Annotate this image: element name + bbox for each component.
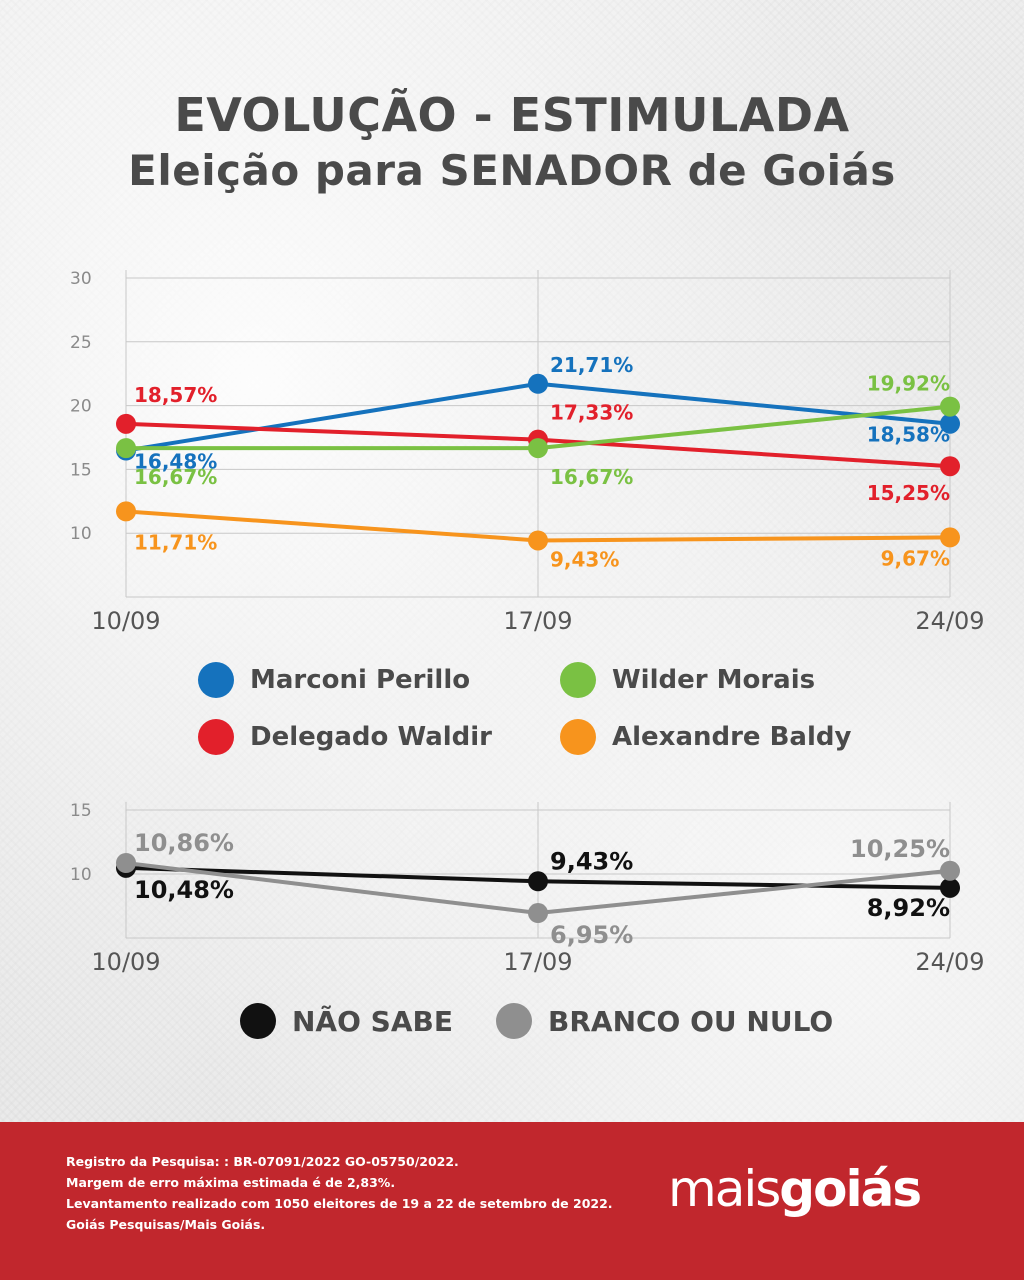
data-label: 16,48% — [134, 450, 217, 474]
legend-item-marconi-perillo: Marconi Perillo — [198, 662, 470, 698]
data-label: 18,57% — [134, 383, 217, 407]
secondary-line-chart: 15 10 10/09 17/09 24/09 10,48% 9,43% 8,92% 10,86… — [70, 801, 985, 976]
data-label: 15,25% — [867, 481, 950, 505]
legend-label: NÃO SABE — [292, 1004, 453, 1038]
footer-source: Goiás Pesquisas/Mais Goiás. — [66, 1217, 266, 1232]
legend-label: Delegado Waldir — [250, 722, 492, 752]
data-label: 8,92% — [867, 894, 950, 922]
footer-sample-info: Levantamento realizado com 1050 eleitore… — [66, 1196, 613, 1211]
legend-label: Marconi Perillo — [250, 665, 471, 695]
footer-margin-of-error: Margem de erro máxima estimada é de 2,83… — [66, 1175, 396, 1190]
y-tick-label: 25 — [70, 333, 92, 353]
legend-item-branco-ou-nulo: BRANCO OU NULO — [496, 1003, 833, 1039]
data-point — [528, 903, 548, 924]
data-point — [940, 396, 960, 417]
legend-item-alexandre-baldy: Alexandre Baldy — [560, 719, 851, 755]
legend-item-delegado-waldir: Delegado Waldir — [198, 719, 492, 755]
data-point — [528, 871, 548, 892]
legend-label: BRANCO OU NULO — [548, 1004, 834, 1038]
legend-marker-orange-icon — [560, 719, 596, 755]
y-tick-label: 15 — [70, 460, 92, 480]
data-label: 10,25% — [850, 835, 950, 863]
x-tick-label: 17/09 — [503, 607, 572, 635]
legend-marker-green-icon — [560, 662, 596, 698]
y-tick-label: 10 — [70, 524, 92, 544]
data-point — [528, 373, 548, 394]
data-point — [116, 413, 136, 434]
x-tick-label: 17/09 — [503, 948, 572, 976]
data-point — [940, 877, 960, 898]
data-point — [528, 530, 548, 551]
data-label: 10,86% — [134, 829, 234, 857]
chart-title: EVOLUÇÃO - ESTIMULADA — [174, 88, 850, 142]
data-point — [528, 438, 548, 459]
data-point — [116, 438, 136, 459]
data-point — [940, 413, 960, 434]
data-point — [940, 860, 960, 881]
footer-bar — [0, 1122, 1024, 1280]
legend-item-nao-sabe: NÃO SABE — [240, 1003, 453, 1039]
data-point — [116, 501, 136, 522]
data-point — [940, 527, 960, 548]
footer-registration: Registro da Pesquisa: : BR-07091/2022 GO… — [66, 1154, 459, 1169]
legend-marker-gray-icon — [496, 1003, 532, 1039]
data-label: 19,92% — [867, 372, 950, 396]
legend-marker-red-icon — [198, 719, 234, 755]
y-tick-label: 30 — [70, 269, 92, 289]
data-label: 9,43% — [550, 547, 619, 571]
y-tick-label: 10 — [70, 865, 92, 885]
data-label: 16,67% — [134, 465, 217, 489]
data-label: 9,43% — [550, 847, 633, 875]
legend-item-wilder-morais: Wilder Morais — [560, 662, 815, 698]
legend-marker-blue-icon — [198, 662, 234, 698]
data-label: 16,67% — [550, 465, 633, 489]
legend-marker-black-icon — [240, 1003, 276, 1039]
maisgoias-logo: maisgoiás — [668, 1160, 922, 1218]
y-tick-label: 15 — [70, 801, 92, 821]
data-label: 9,67% — [881, 546, 950, 570]
data-label: 21,71% — [550, 353, 633, 377]
data-point — [116, 852, 136, 873]
data-label: 18,58% — [867, 423, 950, 447]
data-point — [940, 456, 960, 477]
y-tick-label: 20 — [70, 397, 92, 417]
main-line-chart: 30 25 20 15 10 10/09 17/09 24/09 16,48% 21,71% 18,… — [70, 269, 985, 635]
x-tick-label: 24/09 — [915, 948, 984, 976]
legend-label: Wilder Morais — [612, 665, 816, 695]
data-label: 6,95% — [550, 921, 633, 949]
x-tick-label: 10/09 — [91, 607, 160, 635]
data-label: 10,48% — [134, 876, 234, 904]
x-tick-label: 24/09 — [915, 607, 984, 635]
x-tick-label: 10/09 — [91, 948, 160, 976]
data-label: 17,33% — [550, 401, 633, 425]
data-label: 11,71% — [134, 530, 217, 554]
chart-subtitle: Eleição para SENADOR de Goiás — [128, 146, 896, 195]
legend-label: Alexandre Baldy — [612, 722, 852, 752]
